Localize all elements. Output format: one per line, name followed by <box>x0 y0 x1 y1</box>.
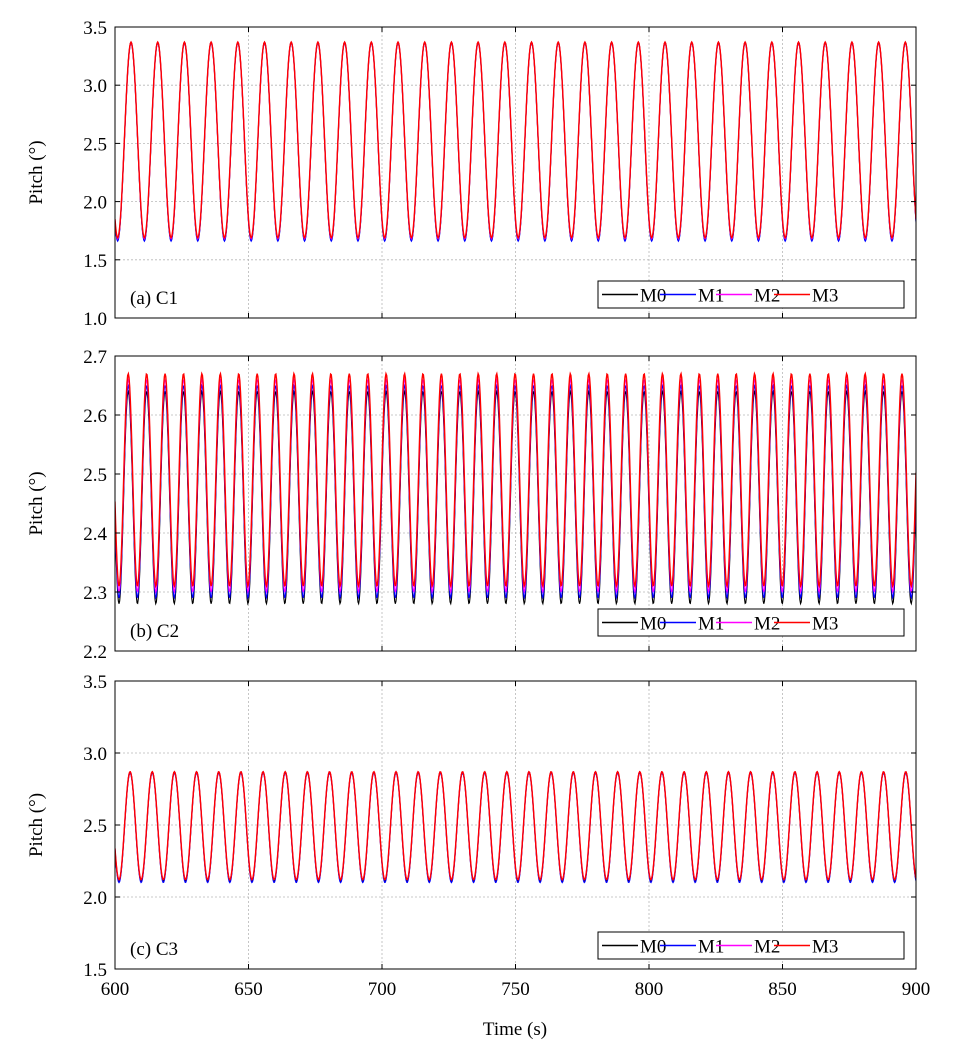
y-tick-label: 1.0 <box>83 309 107 330</box>
y-tick-label: 2.6 <box>83 406 107 427</box>
y-tick-label: 1.5 <box>83 960 107 981</box>
legend-label-m0: M0 <box>640 937 666 958</box>
legend: M0 M1 M2 M3 <box>597 608 905 637</box>
y-axis-label: Pitch (°) <box>26 140 47 204</box>
legend-label-m2: M2 <box>754 614 780 635</box>
y-axis-label: Pitch (°) <box>26 471 47 535</box>
legend: M0 M1 M2 M3 <box>597 931 905 960</box>
y-tick-label: 1.5 <box>83 251 107 272</box>
series-line-m1 <box>115 383 916 600</box>
y-tick-label: 2.0 <box>83 888 107 909</box>
y-tick-label: 3.5 <box>83 18 107 39</box>
y-tick-label: 2.0 <box>83 193 107 214</box>
x-tick-label: 900 <box>902 979 931 1000</box>
grid <box>115 681 916 969</box>
y-axis-label: Pitch (°) <box>26 793 47 857</box>
legend: M0 M1 M2 M3 <box>597 280 905 309</box>
series-line-m3 <box>115 40 916 240</box>
y-tick-label: 2.3 <box>83 583 107 604</box>
chart-panel-3: 600 650 700 750 800 850 900 1.5 2.0 2.5 3.0 3.5 Pitc… <box>26 672 930 1000</box>
x-tick-label: 700 <box>368 979 397 1000</box>
series-group <box>115 40 916 243</box>
legend-label-m0: M0 <box>640 286 666 307</box>
y-tick-label: 3.0 <box>83 744 107 765</box>
grid <box>115 27 916 318</box>
series-group <box>115 371 916 606</box>
legend-label-m1: M1 <box>698 614 724 635</box>
legend-label-m0: M0 <box>640 614 666 635</box>
legend-label-m3: M3 <box>812 614 838 635</box>
x-axis-label: Time (s) <box>483 1019 547 1040</box>
x-tick-label: 750 <box>501 979 530 1000</box>
y-tick-label: 2.7 <box>83 347 107 368</box>
panel-label: (a) C1 <box>130 288 178 309</box>
panel-label: (c) C3 <box>130 939 178 960</box>
x-tick-label: 850 <box>768 979 797 1000</box>
y-tick-label: 2.4 <box>83 524 107 545</box>
legend-label-m1: M1 <box>698 286 724 307</box>
y-tick-label: 2.5 <box>83 134 107 155</box>
legend-label-m1: M1 <box>698 937 724 958</box>
y-tick-label: 3.0 <box>83 76 107 97</box>
legend-label-m2: M2 <box>754 937 780 958</box>
x-tick-label: 600 <box>101 979 130 1000</box>
series-line-m3 <box>115 371 916 589</box>
panel-label: (b) C2 <box>130 621 179 642</box>
legend-label-m3: M3 <box>812 937 838 958</box>
x-tick-label: 800 <box>635 979 664 1000</box>
legend-label-m2: M2 <box>754 286 780 307</box>
y-tick-label: 2.5 <box>83 465 107 486</box>
series-group <box>115 770 916 884</box>
y-tick-label: 2.2 <box>83 642 107 663</box>
series-line-m3 <box>115 770 916 881</box>
series-line-m0 <box>115 389 916 606</box>
x-tick-label: 650 <box>234 979 263 1000</box>
y-tick-label: 3.5 <box>83 672 107 693</box>
y-tick-label: 2.5 <box>83 816 107 837</box>
legend-label-m3: M3 <box>812 286 838 307</box>
